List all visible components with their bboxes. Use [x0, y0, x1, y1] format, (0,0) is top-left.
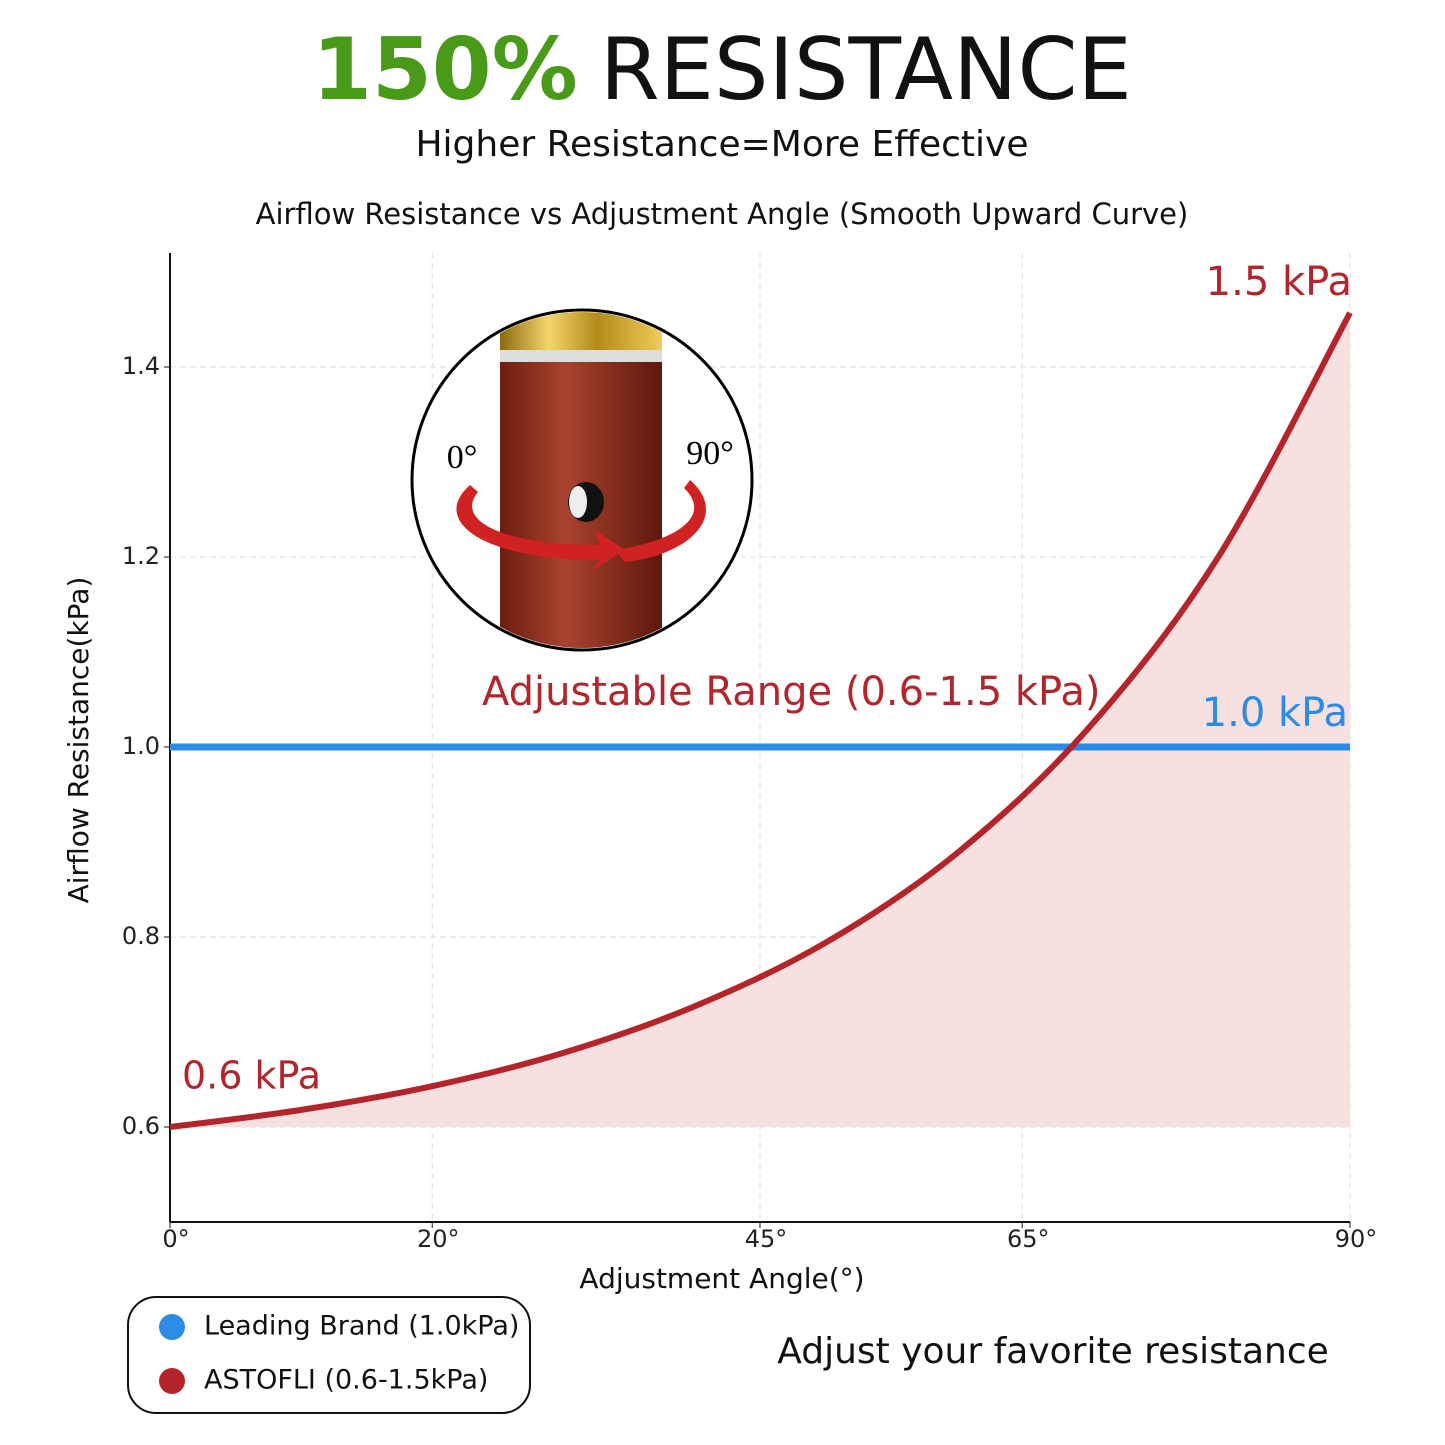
headline: 150% RESISTANCE	[312, 20, 1132, 120]
y-tick-label: 1.4	[122, 352, 160, 380]
y-axis-label: Airflow Resistance(kPa)	[62, 577, 95, 904]
x-tick-label: 20°	[417, 1225, 460, 1253]
inset-label: 90°	[686, 435, 734, 472]
x-tick-label: 90°	[1335, 1225, 1378, 1253]
y-tick-label: 0.6	[122, 1112, 160, 1140]
annotation: Adjustable Range (0.6-1.5 kPa)	[482, 669, 1100, 715]
annotation: 1.5 kPa	[1206, 259, 1352, 305]
annotation: 1.0 kPa	[1202, 690, 1348, 736]
inset-label: 0°	[447, 439, 478, 476]
legend-marker	[159, 1314, 185, 1340]
y-tick-label: 0.8	[122, 922, 160, 950]
y-tick-label: 1.0	[122, 732, 160, 760]
legend-box	[127, 1296, 531, 1414]
inset-illustration: 0° 90°	[410, 308, 754, 652]
y-tick-label: 1.2	[122, 542, 160, 570]
plot-area: 0.6 0.8 1.0 1.2 1.4 0° 20° 45° 65° 90°	[122, 253, 1377, 1253]
x-tick-label: 65°	[1007, 1225, 1050, 1253]
line	[169, 311, 1353, 1130]
x-tick-label: 45°	[745, 1225, 788, 1253]
x-axis-label: Adjustment Angle(°)	[579, 1262, 864, 1295]
legend-label: Leading Brand (1.0kPa)	[204, 1311, 519, 1342]
headline-highlight: 150%	[312, 20, 578, 120]
legend: Leading Brand (1.0kPa) ASTOFLI (0.6-1.5kP…	[159, 1311, 519, 1396]
legend-label: ASTOFLI (0.6-1.5kPa)	[204, 1365, 488, 1396]
x-tick-label: 0°	[162, 1225, 189, 1253]
headline-rest: RESISTANCE	[600, 20, 1132, 120]
area	[170, 312, 1350, 1128]
footer: Adjust your favorite resistance	[777, 1331, 1329, 1372]
annotation: 0.6 kPa	[182, 1054, 321, 1098]
subtitle: Higher Resistance=More Effective	[415, 124, 1028, 165]
chart-title: Airflow Resistance vs Adjustment Angle (…	[256, 197, 1189, 231]
legend-marker	[159, 1368, 185, 1394]
